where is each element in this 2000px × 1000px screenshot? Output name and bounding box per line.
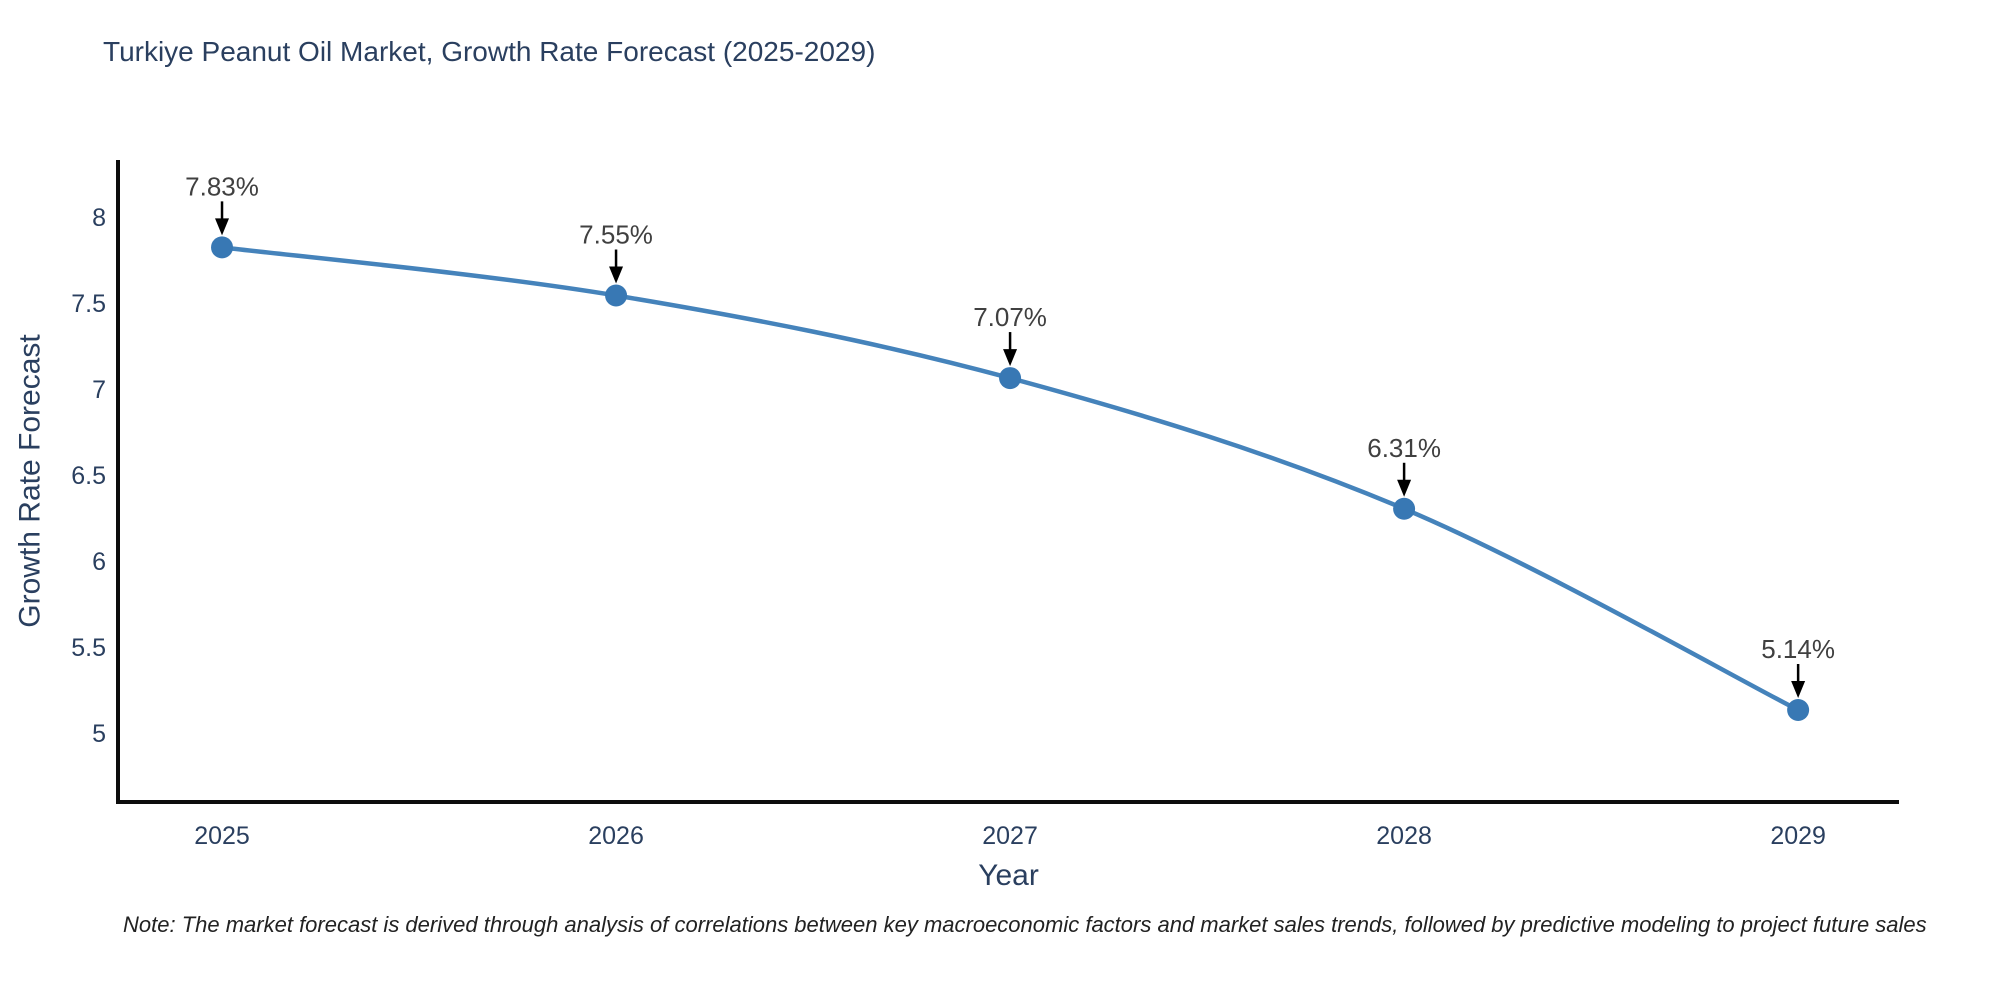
y-tick-label: 6.5 bbox=[71, 462, 106, 490]
y-tick-label: 5 bbox=[92, 720, 106, 748]
annotation-arrowhead-icon bbox=[1791, 680, 1806, 698]
footnote: Note: The market forecast is derived thr… bbox=[123, 912, 1927, 937]
x-tick-label: 2027 bbox=[982, 822, 1038, 850]
y-tick-label: 7.5 bbox=[71, 290, 106, 318]
data-point[interactable] bbox=[1393, 497, 1416, 520]
annotation-arrowhead-icon bbox=[1397, 479, 1412, 497]
data-point[interactable] bbox=[1787, 698, 1810, 721]
y-tick-label: 7 bbox=[92, 376, 106, 404]
point-value-label: 7.07% bbox=[973, 302, 1047, 332]
y-tick-label: 8 bbox=[92, 204, 106, 232]
data-point[interactable] bbox=[999, 367, 1022, 390]
annotation-arrowhead-icon bbox=[609, 266, 624, 284]
y-axis-title: Growth Rate Forecast bbox=[14, 334, 47, 628]
y-tick-label: 6 bbox=[92, 548, 106, 576]
x-tick-label: 2026 bbox=[588, 822, 644, 850]
y-tick-label: 5.5 bbox=[71, 634, 106, 662]
data-point[interactable] bbox=[211, 236, 234, 259]
x-axis-title: Year bbox=[978, 859, 1039, 892]
point-value-label: 7.55% bbox=[579, 220, 653, 250]
x-tick-label: 2029 bbox=[1770, 822, 1826, 850]
point-value-label: 7.83% bbox=[185, 171, 259, 201]
x-tick-label: 2025 bbox=[194, 822, 250, 850]
chart-title: Turkiye Peanut Oil Market, Growth Rate F… bbox=[103, 36, 876, 67]
annotation-arrowhead-icon bbox=[1003, 349, 1018, 367]
annotation-arrowhead-icon bbox=[215, 218, 230, 236]
point-value-label: 6.31% bbox=[1367, 433, 1441, 463]
data-point[interactable] bbox=[605, 284, 628, 307]
point-value-label: 5.14% bbox=[1761, 634, 1835, 664]
x-tick-label: 2028 bbox=[1376, 822, 1432, 850]
